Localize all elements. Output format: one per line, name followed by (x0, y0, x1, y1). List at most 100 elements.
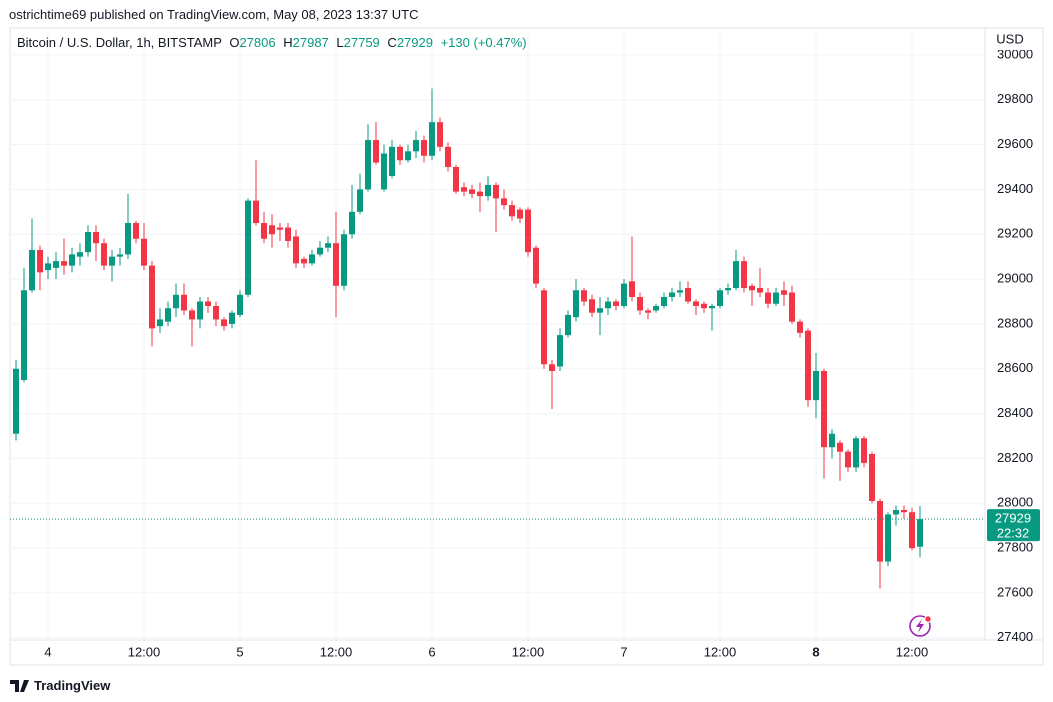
candle-body (53, 261, 59, 268)
candle-body (445, 146, 451, 167)
candle-body (101, 243, 107, 266)
candle-body (429, 122, 435, 156)
candle-body (293, 236, 299, 264)
candle-body (373, 140, 379, 163)
candle-body (733, 261, 739, 289)
candle-body (93, 232, 99, 244)
candle-body (173, 294, 179, 309)
candle-body (653, 305, 659, 311)
alert-icon[interactable] (909, 615, 932, 637)
candle-body (197, 301, 203, 320)
candle-body (189, 310, 195, 320)
candle-body (909, 512, 915, 549)
y-tick-label: 27600 (997, 584, 1033, 599)
candle-body (749, 285, 755, 291)
countdown: 22:32 (997, 526, 1030, 541)
candle-body (677, 290, 683, 293)
candle-body (493, 184, 499, 199)
candle-body (269, 225, 275, 235)
last-price-label: 27929 (995, 511, 1031, 526)
candle-body (837, 442, 843, 452)
candle-body (845, 451, 851, 468)
candle-body (797, 321, 803, 333)
candle-body (701, 303, 707, 309)
candle-body (245, 200, 251, 295)
candle-body (333, 243, 339, 286)
candle-body (765, 292, 771, 304)
candle-body (229, 312, 235, 324)
candle-body (829, 433, 835, 448)
ohlc-value: 27759 (343, 35, 380, 50)
x-tick-label: 8 (812, 644, 819, 659)
candle-body (549, 364, 555, 371)
candle-body (437, 122, 443, 147)
candle-body (453, 166, 459, 192)
candle-body (357, 189, 363, 212)
candle-body (461, 187, 467, 192)
y-tick-label: 27800 (997, 540, 1033, 555)
candle-body (381, 153, 387, 190)
candle-body (813, 370, 819, 401)
candle-body (525, 209, 531, 253)
y-tick-label: 29000 (997, 271, 1033, 286)
candle-body (349, 211, 355, 235)
candle-body (325, 243, 331, 248)
y-tick-label: 27400 (997, 629, 1033, 644)
candle-body (741, 261, 747, 289)
ohlc-value: 27929 (396, 35, 433, 50)
currency-bg (987, 30, 1041, 50)
candle-body (517, 209, 523, 219)
symbol: Bitcoin / U.S. Dollar, 1h, BITSTAMP (17, 35, 222, 50)
candle-body (805, 330, 811, 401)
candle-body (133, 223, 139, 239)
x-tick-label: 12:00 (896, 644, 929, 659)
candle-body (661, 297, 667, 306)
candle-body (37, 249, 43, 273)
candle-body (725, 288, 731, 291)
candle-body (181, 294, 187, 311)
candle-body (597, 308, 603, 313)
y-tick-label: 28400 (997, 405, 1033, 420)
x-tick-label: 6 (428, 644, 435, 659)
candle-body (13, 368, 19, 434)
candle-body (901, 509, 907, 513)
x-tick-label: 7 (620, 644, 627, 659)
candle-body (29, 249, 35, 291)
candle-body (405, 151, 411, 161)
symbol-header: Bitcoin / U.S. Dollar, 1h, BITSTAMP O278… (17, 35, 527, 50)
y-tick-label: 28000 (997, 495, 1033, 510)
currency: USD (996, 31, 1023, 46)
candle-body (165, 308, 171, 322)
candle-body (573, 290, 579, 318)
candle-body (781, 290, 787, 295)
candle-body (389, 146, 395, 176)
candle-body (149, 265, 155, 329)
candle-body (253, 200, 259, 224)
candle-body (821, 370, 827, 448)
candle-body (277, 227, 283, 230)
y-tick-label: 29200 (997, 226, 1033, 241)
candle-body (117, 254, 123, 257)
candle-body (757, 288, 763, 293)
candle-body (533, 247, 539, 284)
candle-body (789, 292, 795, 322)
candle-body (221, 319, 227, 327)
candle-body (589, 299, 595, 313)
y-tick-label: 28200 (997, 450, 1033, 465)
candle-body (341, 234, 347, 286)
candle-body (21, 290, 27, 380)
candle-body (61, 261, 67, 266)
candle-body (469, 189, 475, 194)
y-tick-label: 29800 (997, 91, 1033, 106)
candle-body (365, 140, 371, 190)
candle-body (285, 227, 291, 241)
x-tick-label: 5 (236, 644, 243, 659)
candle-body (685, 288, 691, 302)
last-price-box (987, 509, 1040, 542)
ohlc-label: H (283, 35, 293, 50)
candle-body (869, 453, 875, 502)
y-tick-label: 28600 (997, 360, 1033, 375)
candle-body (693, 301, 699, 306)
